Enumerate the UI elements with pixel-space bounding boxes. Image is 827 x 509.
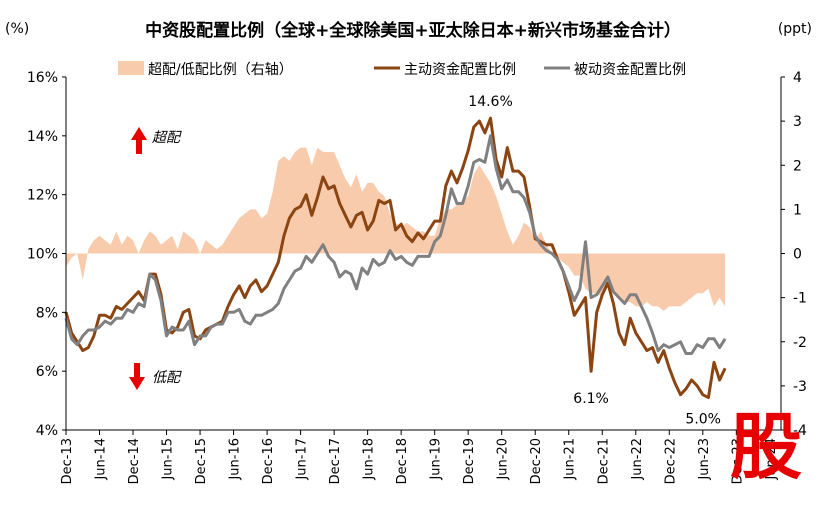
legend: 超配/低配比例（右轴） 主动资金配置比例 被动资金配置比例 — [118, 61, 686, 78]
right-tick-label: -1 — [793, 291, 807, 307]
x-tick-label: Jun-18 — [362, 438, 377, 481]
overweight-label: 超配 — [152, 130, 182, 146]
legend-label-passive: 被动资金配置比例 — [574, 62, 686, 78]
underweight-label: 低配 — [152, 370, 182, 386]
legend-label-active: 主动资金配置比例 — [404, 62, 516, 78]
data-label-annotation: 5.0% — [685, 412, 721, 428]
right-axis-unit: (ppt) — [778, 21, 812, 37]
watermark-logo: 股 — [730, 405, 802, 489]
underweight-indicator: 低配 — [129, 363, 182, 390]
right-tick-label: 0 — [793, 247, 802, 263]
x-tick-label: Dec-15 — [194, 438, 209, 484]
x-tick-label: Dec-19 — [462, 438, 477, 484]
chart-title: 中资股配置比例（全球+全球除美国+亚太除日本+新兴市场基金合计） — [145, 20, 681, 41]
left-tick-label: 6% — [36, 364, 58, 380]
x-tick-label: Dec-21 — [596, 438, 611, 484]
left-tick-label: 10% — [27, 247, 58, 263]
left-axis-unit: (%) — [5, 21, 29, 37]
data-label-annotation: 14.6% — [468, 94, 512, 110]
right-tick-label: 1 — [793, 202, 802, 218]
right-tick-label: 2 — [793, 158, 802, 174]
x-tick-label: Jun-15 — [161, 438, 176, 481]
left-tick-label: 16% — [27, 70, 58, 86]
x-tick-label: Dec-16 — [261, 438, 276, 484]
legend-swatch-area — [118, 61, 144, 75]
x-tick-label: Dec-13 — [60, 438, 75, 484]
x-tick-label: Dec-20 — [529, 438, 544, 484]
left-axis-ticks: 4% 6% 8% 10% 12% 14% 16% — [27, 70, 66, 439]
left-tick-label: 14% — [27, 129, 58, 145]
annotations: 14.6% 6.1% 5.0% — [468, 94, 721, 427]
right-axis-ticks: -4 -3 -2 -1 0 1 2 3 4 — [781, 70, 807, 439]
left-tick-label: 12% — [27, 188, 58, 204]
right-tick-label: -3 — [793, 379, 807, 395]
x-tick-label: Dec-22 — [663, 438, 678, 484]
x-axis-ticks: Dec-13 Jun-14 Dec-14 Jun-15 Dec-15 Jun-16 Dec-… — [60, 430, 779, 484]
up-arrow-icon — [131, 127, 147, 154]
x-tick-label: Dec-17 — [328, 438, 343, 484]
x-tick-label: Dec-14 — [127, 438, 142, 484]
right-tick-label: -2 — [793, 335, 807, 351]
overweight-indicator: 超配 — [131, 127, 182, 154]
x-tick-label: Jun-16 — [228, 438, 243, 481]
x-tick-label: Jun-17 — [295, 438, 310, 481]
right-tick-label: 3 — [793, 114, 802, 130]
x-tick-label: Dec-23 — [730, 438, 745, 484]
data-label-annotation: 6.1% — [573, 391, 609, 407]
x-tick-label: Jun-20 — [496, 438, 511, 481]
x-tick-label: Jun-22 — [630, 438, 645, 481]
x-tick-label: Jun-23 — [697, 438, 712, 481]
x-tick-label: Jun-21 — [563, 438, 578, 481]
right-tick-label: -4 — [793, 423, 807, 439]
right-tick-label: 4 — [793, 70, 802, 86]
legend-label-area: 超配/低配比例（右轴） — [148, 62, 293, 78]
down-arrow-icon — [129, 363, 145, 390]
x-tick-label: Jun-24 — [764, 438, 779, 481]
x-tick-label: Jun-14 — [94, 438, 109, 481]
x-tick-label: Jun-19 — [429, 438, 444, 481]
left-tick-label: 4% — [36, 423, 58, 439]
left-tick-label: 8% — [36, 305, 58, 321]
x-tick-label: Dec-18 — [395, 438, 410, 484]
line-passive-allocation — [64, 134, 727, 355]
line-series — [64, 116, 727, 400]
